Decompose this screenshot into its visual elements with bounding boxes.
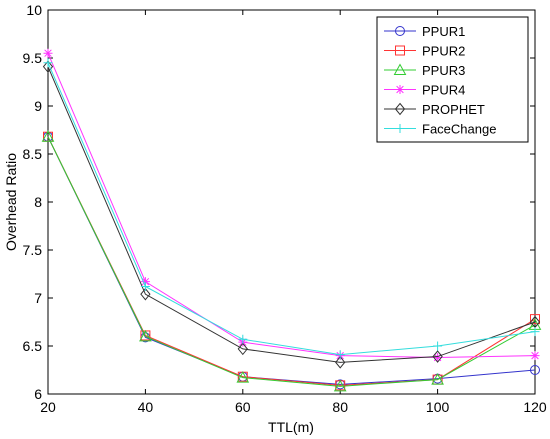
y-tick-label: 6.5 [23,338,43,354]
data-point [433,341,443,351]
legend-label: PPUR3 [422,63,465,78]
y-tick-label: 7 [34,290,42,306]
data-point [530,365,540,375]
data-point [140,281,150,291]
series-line [47,62,536,356]
legend-marker [395,26,405,36]
series-line [47,66,536,363]
legend-marker [395,124,405,133]
y-tick-label: 9.5 [23,50,43,66]
legend-label: PPUR1 [422,24,465,39]
series-prophet [42,60,541,369]
series-line [47,136,536,387]
x-tick-label: 40 [138,399,154,415]
legend-label: PPUR2 [422,44,465,59]
legend-item: PROPHET [384,102,485,117]
x-tick-label: 60 [235,399,251,415]
data-point [43,48,53,58]
data-point [335,350,345,360]
series-line [47,53,536,359]
legend-item: PPUR3 [384,63,465,78]
x-tick-label: 120 [523,399,547,415]
series-layer [41,48,542,392]
x-tick-label: 100 [426,399,450,415]
y-tick-label: 6 [34,386,42,402]
legend-item: PPUR1 [384,24,465,39]
legend: PPUR1 PPUR2 PPUR3 PPUR4 PROPHET FaceChange [376,16,529,143]
series-facechange [43,58,540,360]
legend-item: PPUR4 [384,83,465,98]
data-point [433,353,443,363]
legend-marker [393,63,407,75]
y-tick-label: 7.5 [23,242,43,258]
data-point [42,60,54,73]
data-point [530,314,540,325]
data-point [335,356,346,369]
data-point [238,334,248,344]
data-point [333,379,347,392]
legend-item: FaceChange [384,122,496,137]
data-point [236,371,250,383]
data-point [530,327,540,337]
y-tick-label: 8 [34,194,42,210]
y-tick-label: 10 [26,2,42,18]
data-point [41,130,55,142]
data-point [432,350,443,363]
x-axis-label: TTL(m) [268,419,314,435]
y-tick-label: 8.5 [23,146,43,162]
data-point [43,58,53,68]
legend-label: PPUR4 [422,83,465,98]
data-point [139,329,152,342]
y-tick-label: 9 [34,98,42,114]
data-point [431,373,444,385]
data-point [140,277,150,287]
y-axis-label: Overhead Ratio [3,153,19,251]
legend-item: PPUR2 [384,44,465,59]
legend-label: FaceChange [422,122,496,137]
legend-box [376,16,529,143]
legend-marker [394,102,406,116]
x-tick-label: 20 [40,399,56,415]
data-point [140,287,151,301]
data-point [530,351,540,361]
legend-label: PROPHET [422,102,485,117]
legend-marker [395,45,405,56]
x-tick-label: 80 [332,399,348,415]
axis-ticks: 20 40 60 80 100 120 6 6.5 7 7.5 8 8.5 9 9.5 10 [23,2,547,415]
data-point [237,342,248,356]
legend-marker [395,85,405,94]
